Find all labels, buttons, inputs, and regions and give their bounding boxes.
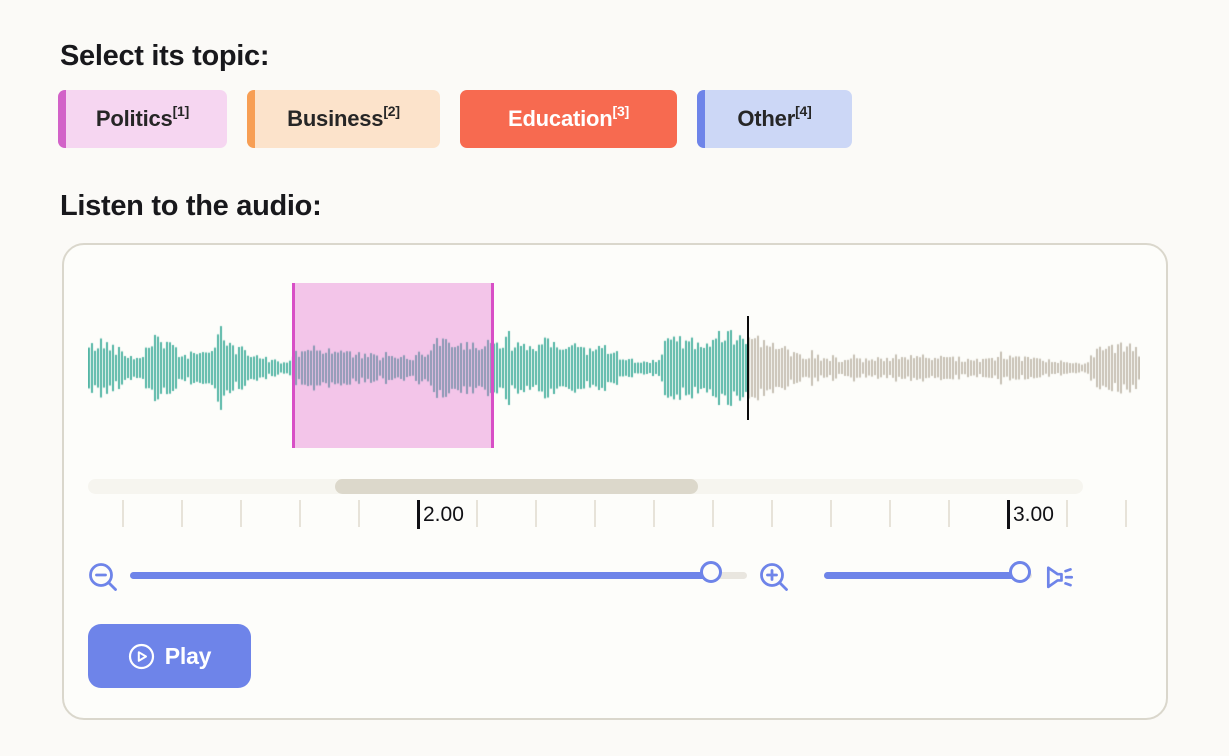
zoom-slider[interactable] [130, 561, 747, 583]
ruler-tick [358, 500, 360, 527]
playhead-cursor[interactable] [747, 316, 749, 420]
play-button-label: Play [164, 642, 212, 669]
waveform[interactable] [88, 280, 1140, 456]
ruler-tick [240, 500, 242, 527]
topic-business-button[interactable]: Business[2] [247, 90, 440, 148]
scrollbar-thumb[interactable] [335, 479, 698, 494]
ruler-tick-label: 2.00 [423, 503, 464, 526]
ruler-tick [535, 500, 537, 527]
topic-stripe [247, 90, 255, 148]
ruler-tick [948, 500, 950, 527]
ruler-tick [712, 500, 714, 527]
volume-speaker-icon[interactable] [1044, 560, 1076, 599]
volume-slider-fill [824, 572, 1020, 579]
ruler-tick [299, 500, 301, 527]
play-icon [128, 643, 155, 670]
zoom-slider-fill [130, 572, 711, 579]
topic-stripe [697, 90, 705, 148]
ruler-tick [653, 500, 655, 527]
audio-selection-region[interactable] [292, 283, 494, 448]
waveform-scrollbar[interactable] [88, 479, 1083, 494]
ruler-tick [771, 500, 773, 527]
topic-hotkey: [2] [383, 102, 400, 119]
topic-label: Education[3] [507, 102, 630, 131]
topic-label: Politics[1] [95, 102, 190, 131]
ruler-tick [476, 500, 478, 527]
play-button[interactable]: Play [88, 624, 251, 688]
topic-choices: Politics[1] Business[2] Education[3] Oth… [58, 90, 852, 148]
ruler-tick [1066, 500, 1068, 527]
ruler-tick [122, 500, 124, 527]
ruler-tick [1125, 500, 1127, 527]
audio-heading: Listen to the audio: [60, 190, 322, 222]
topic-label: Business[2] [287, 102, 400, 131]
volume-slider[interactable] [824, 561, 1032, 583]
time-ruler: 2.00 3.00 [88, 500, 1140, 534]
topic-label: Other[4] [737, 102, 812, 131]
ruler-tick [181, 500, 183, 527]
zoom-out-icon[interactable] [87, 561, 119, 600]
topic-politics-button[interactable]: Politics[1] [58, 90, 227, 148]
topic-hotkey: [1] [172, 102, 190, 119]
zoom-slider-handle[interactable] [700, 561, 722, 583]
volume-slider-handle[interactable] [1009, 561, 1031, 583]
topic-hotkey: [3] [612, 102, 630, 119]
ruler-tick [830, 500, 832, 527]
topic-other-button[interactable]: Other[4] [697, 90, 852, 148]
topic-heading: Select its topic: [60, 40, 270, 72]
ruler-tick-label: 3.00 [1013, 503, 1054, 526]
topic-hotkey: [4] [795, 102, 812, 119]
ruler-tick [594, 500, 596, 527]
ruler-tick [889, 500, 891, 527]
zoom-in-icon[interactable] [758, 561, 790, 600]
ruler-tick [417, 500, 420, 529]
topic-stripe [58, 90, 66, 148]
ruler-tick [1007, 500, 1010, 529]
topic-education-button[interactable]: Education[3] [460, 90, 677, 148]
